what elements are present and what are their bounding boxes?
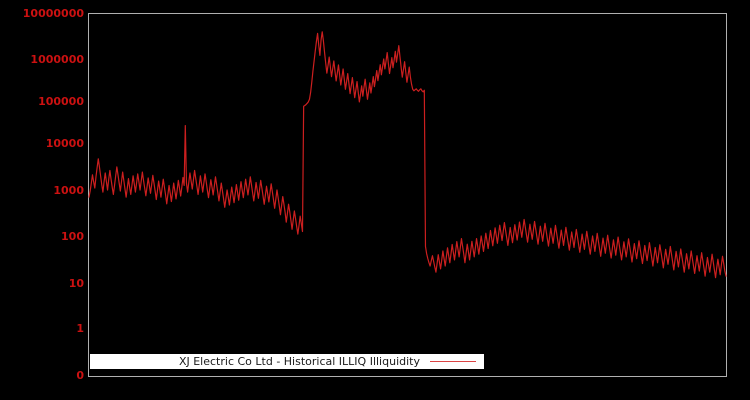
y-tick-label: 10000000 [22, 7, 84, 20]
line-swatch-icon [430, 361, 476, 362]
y-tick-label: 100 [61, 230, 84, 243]
y-tick-label: 0 [76, 369, 84, 382]
y-tick-label: 100000 [38, 95, 84, 108]
plot-area-frame [88, 13, 727, 377]
y-tick-label: 10 [68, 277, 84, 290]
y-tick-label: 1000 [53, 184, 84, 197]
y-axis-tick-labels: 10000000 1000000 100000 10000 1000 100 10 1 0 [0, 0, 84, 400]
y-tick-label: 1000000 [30, 53, 84, 66]
legend-label: XJ Electric Co Ltd - Historical ILLIQ Il… [178, 355, 420, 368]
y-tick-label: 10000 [45, 137, 84, 150]
chart-legend: XJ Electric Co Ltd - Historical ILLIQ Il… [90, 354, 484, 369]
y-tick-label: 1 [76, 322, 84, 335]
